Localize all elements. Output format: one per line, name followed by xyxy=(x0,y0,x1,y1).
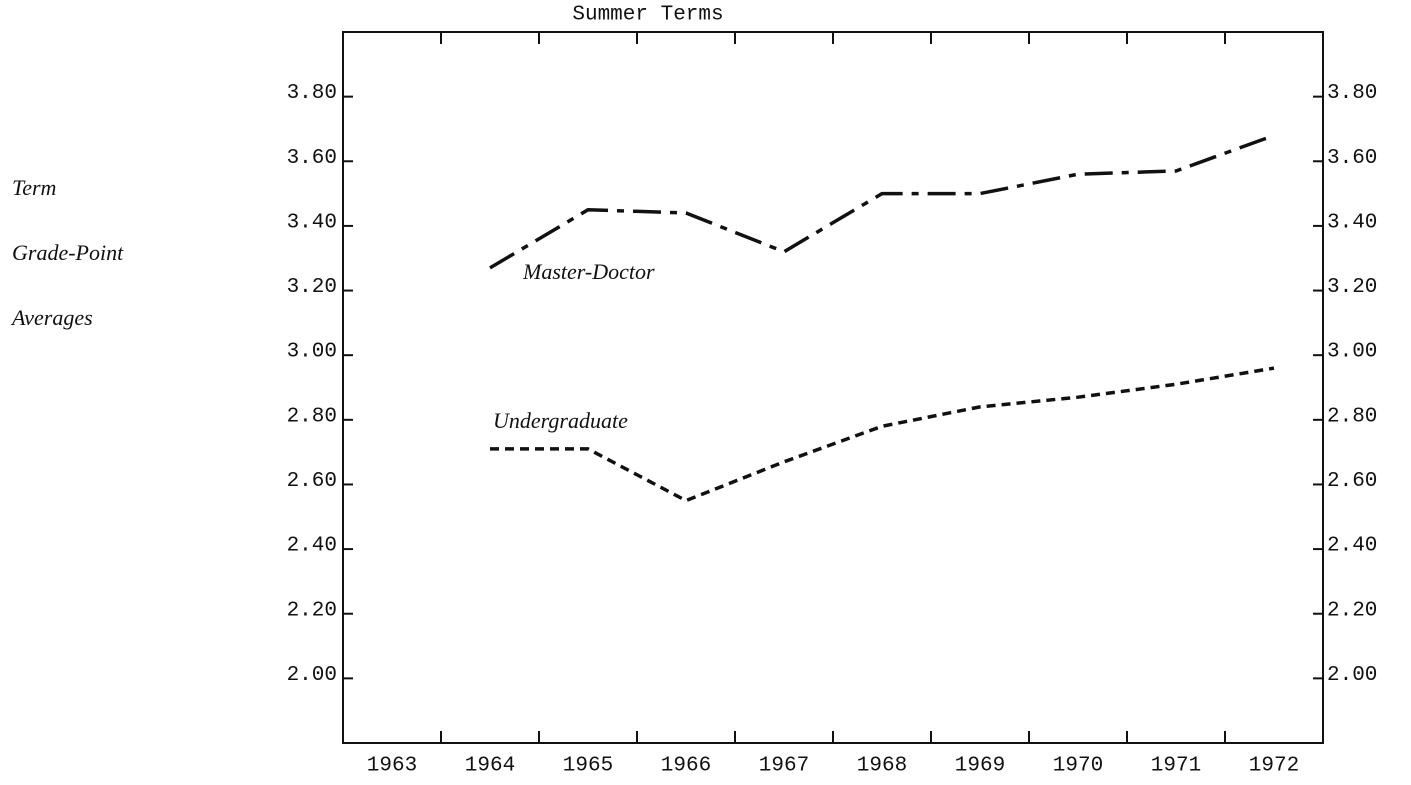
series-label: Undergraduate xyxy=(493,408,628,433)
data-line xyxy=(490,366,1275,503)
y-tick-label: 3.80 xyxy=(287,82,337,105)
y2-tick-label: 3.80 xyxy=(1327,82,1377,105)
y2-tick-label: 2.20 xyxy=(1327,599,1377,622)
data-line xyxy=(489,133,1275,270)
y-tick-label: 2.00 xyxy=(287,664,337,687)
y-tick-label: 2.20 xyxy=(287,599,337,622)
x-tick-label: 1971 xyxy=(1151,755,1201,778)
y2-tick-label: 2.60 xyxy=(1327,470,1377,493)
y-tick-label: 3.40 xyxy=(287,211,337,234)
y-tick-label: 2.80 xyxy=(287,405,337,428)
x-tick-label: 1970 xyxy=(1053,755,1103,778)
x-tick-label: 1972 xyxy=(1249,755,1299,778)
y-tick-label: 3.20 xyxy=(287,276,337,299)
y2-tick-label: 2.00 xyxy=(1327,664,1377,687)
y2-tick-label: 3.00 xyxy=(1327,341,1377,364)
x-tick-label: 1968 xyxy=(857,755,907,778)
plot-frame xyxy=(342,31,1324,744)
x-tick-label: 1965 xyxy=(563,755,613,778)
chart-title: Summer Terms xyxy=(572,4,723,27)
x-tick-label: 1969 xyxy=(955,755,1005,778)
y2-tick-label: 3.40 xyxy=(1327,211,1377,234)
x-tick-label: 1966 xyxy=(661,755,711,778)
y-axis-label: Term xyxy=(12,175,56,200)
y-tick-label: 3.60 xyxy=(287,147,337,170)
y2-tick-label: 3.20 xyxy=(1327,276,1377,299)
y2-tick-label: 3.60 xyxy=(1327,147,1377,170)
y-tick-label: 2.40 xyxy=(287,535,337,558)
y2-tick-label: 2.80 xyxy=(1327,405,1377,428)
y-tick-label: 3.00 xyxy=(287,341,337,364)
x-tick-label: 1967 xyxy=(759,755,809,778)
y-axis-label: Averages xyxy=(10,305,93,330)
y-axis-label: Grade-Point xyxy=(12,240,124,265)
y2-tick-label: 2.40 xyxy=(1327,535,1377,558)
x-tick-label: 1963 xyxy=(367,755,417,778)
y-tick-label: 2.60 xyxy=(287,470,337,493)
x-tick-label: 1964 xyxy=(465,755,515,778)
series-label: Master-Doctor xyxy=(522,259,655,284)
